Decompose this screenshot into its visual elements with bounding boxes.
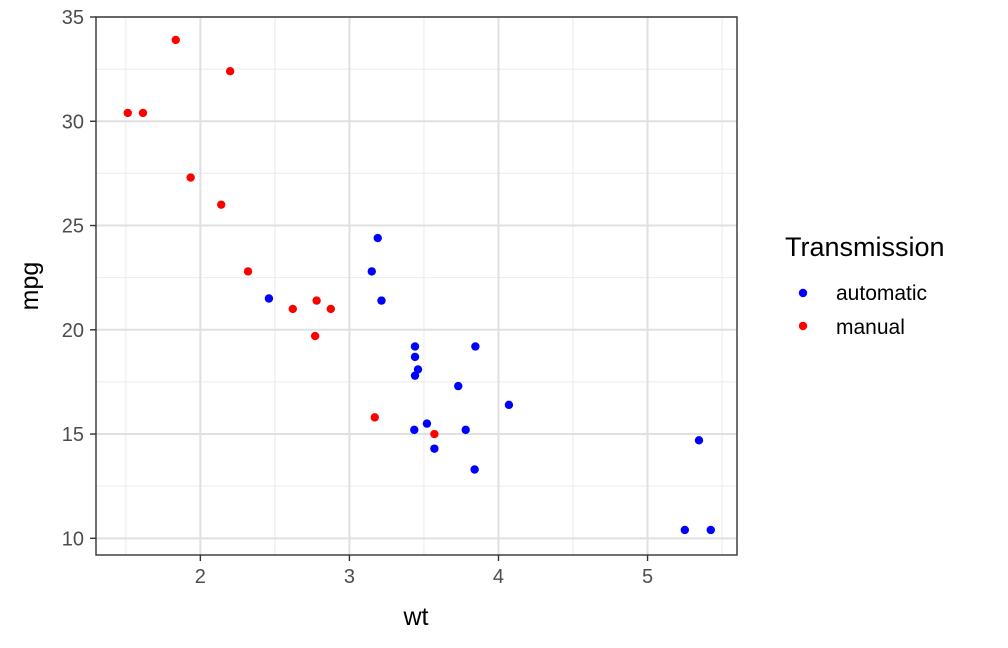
data-point-automatic	[264, 294, 274, 303]
data-point-automatic	[377, 296, 386, 305]
x-tick-label: 5	[642, 566, 653, 588]
y-tick-label: 15	[62, 424, 84, 446]
x-tick-label: 2	[195, 566, 206, 588]
data-point-automatic	[410, 425, 419, 435]
data-point-manual	[123, 108, 132, 118]
x-tick-label: 4	[493, 566, 504, 588]
data-points	[123, 35, 715, 535]
data-point-automatic	[504, 400, 514, 410]
data-point-manual	[243, 267, 253, 276]
x-tick-label: 3	[344, 566, 355, 588]
data-point-automatic	[410, 371, 420, 380]
data-point-manual	[225, 67, 235, 76]
data-point-automatic	[470, 465, 479, 474]
data-point-automatic	[461, 425, 470, 435]
data-point-automatic	[410, 342, 420, 351]
data-point-automatic	[430, 444, 439, 453]
data-point-manual	[370, 413, 379, 422]
y-tick-label: 25	[62, 216, 84, 238]
plot-panel-background	[96, 17, 737, 555]
grid-lines	[96, 16, 737, 555]
data-point-automatic	[694, 436, 704, 445]
legend: Transmission automatic manual	[785, 232, 945, 339]
data-point-automatic	[413, 365, 423, 374]
data-point-manual	[326, 304, 335, 314]
data-point-manual	[430, 429, 439, 439]
legend-label-manual: manual	[836, 316, 905, 339]
data-point-automatic	[706, 525, 715, 535]
y-tick-label: 30	[62, 111, 84, 133]
data-point-automatic	[373, 233, 382, 243]
data-point-automatic	[454, 381, 463, 391]
y-tick-label: 10	[62, 528, 84, 550]
plot-panel-border	[95, 16, 738, 556]
data-point-manual	[186, 173, 195, 182]
data-point-manual	[288, 304, 297, 314]
axes: 2 3 4 5 10 15 20 25 30 35	[62, 7, 653, 588]
data-point-manual	[312, 296, 321, 305]
data-point-automatic	[680, 525, 690, 535]
data-point-automatic	[367, 267, 376, 276]
data-point-automatic	[471, 342, 480, 351]
y-tick-label: 20	[62, 320, 84, 342]
data-point-automatic	[422, 419, 432, 428]
legend-title: Transmission	[785, 232, 945, 262]
y-tick-label: 35	[62, 7, 84, 29]
data-point-manual	[217, 200, 226, 209]
data-point-manual	[310, 331, 320, 341]
y-axis-title: mpg	[16, 262, 44, 311]
data-point-automatic	[410, 352, 420, 362]
legend-key-automatic	[798, 288, 808, 298]
legend-label-automatic: automatic	[836, 282, 927, 305]
data-point-manual	[171, 35, 180, 45]
legend-key-manual	[798, 321, 808, 331]
data-point-manual	[138, 108, 148, 118]
x-axis-title: wt	[403, 603, 429, 631]
